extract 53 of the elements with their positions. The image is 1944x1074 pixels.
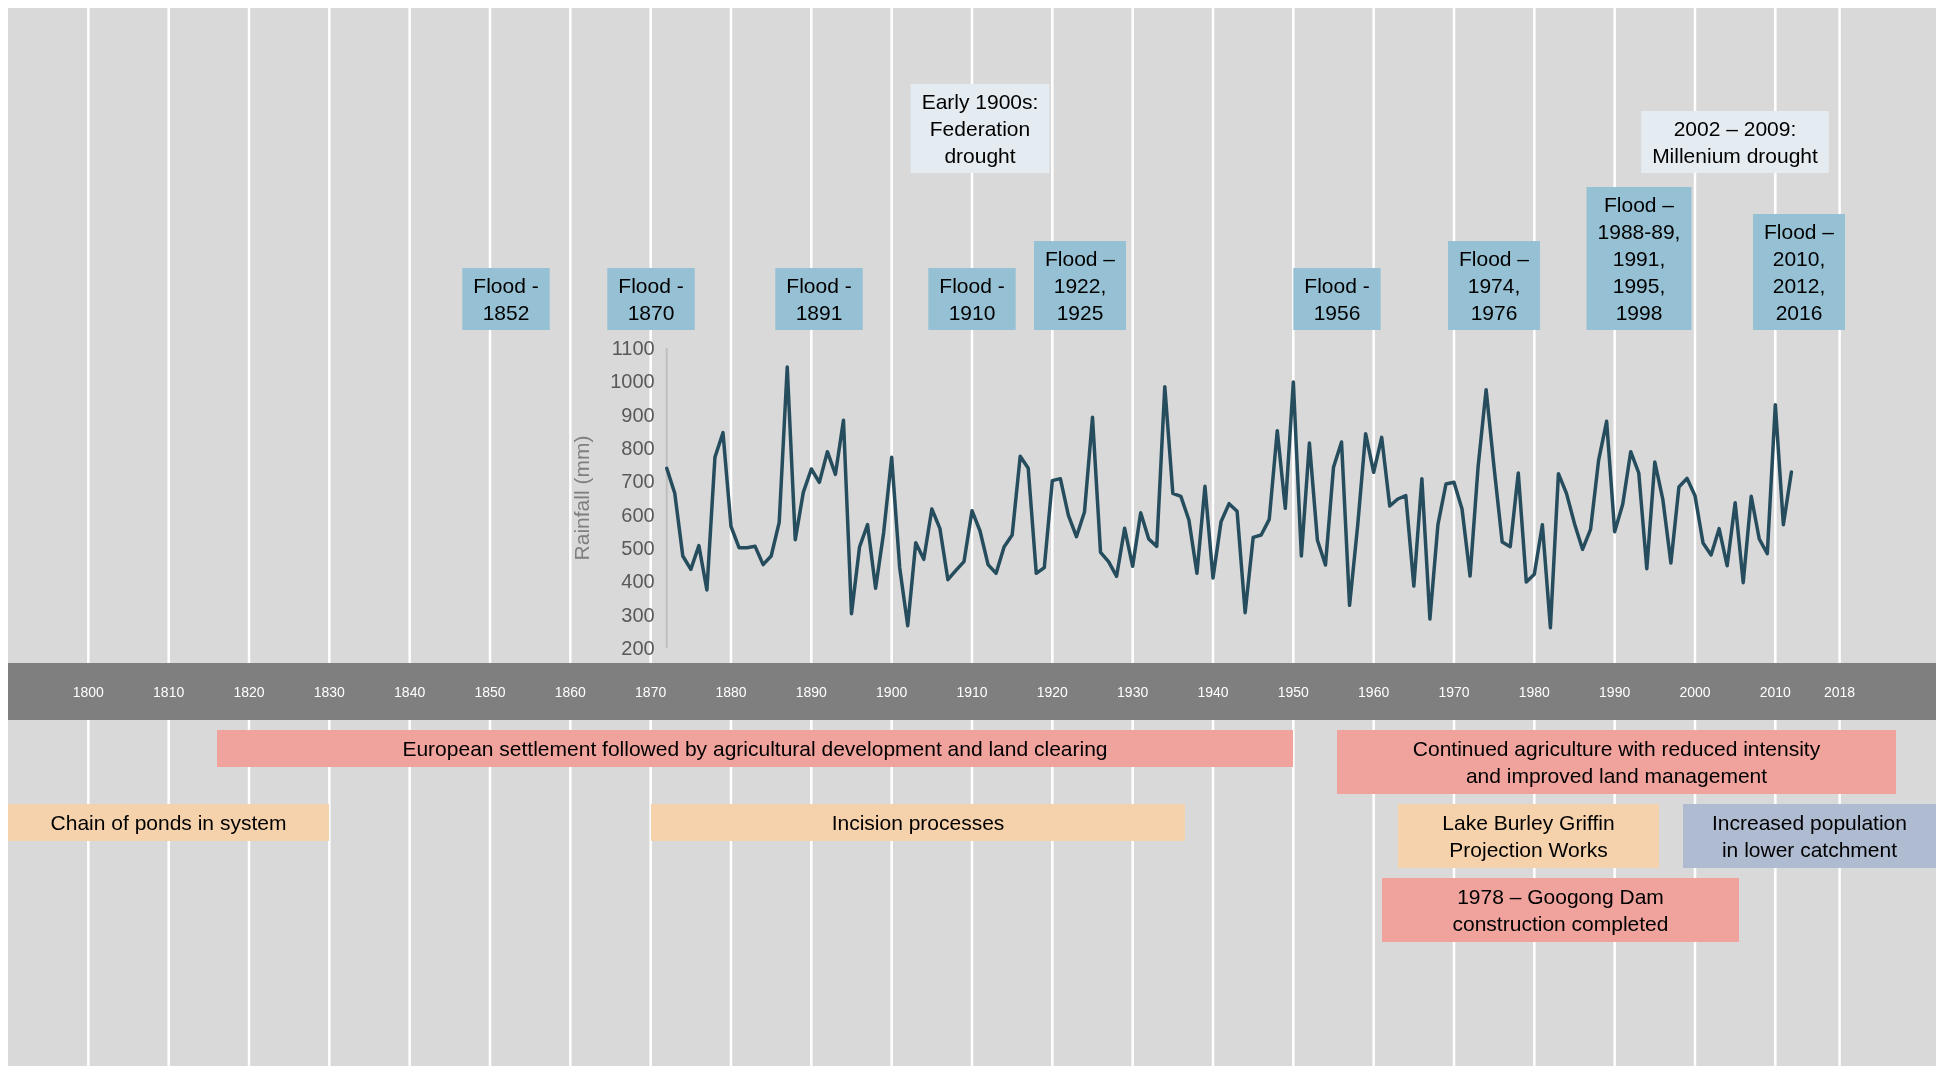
text: European settlement followed by agricultural development and land clearing (402, 736, 1108, 760)
x-tick-label: 2000 (1679, 683, 1711, 700)
x-tick-label: 1860 (554, 683, 587, 700)
x-tick-label: 1980 (1518, 683, 1551, 700)
text: Early 1900s: Federation drought (921, 89, 1039, 167)
text: Flood – 1974, 1976 (1458, 246, 1530, 324)
y-axis-title: Rainfall (mm) (569, 435, 593, 561)
x-tick-label: 1800 (72, 683, 105, 700)
text: Flood - 1891 (786, 273, 852, 324)
text: Flood - 1852 (473, 273, 539, 324)
x-tick-label: 1870 (635, 683, 667, 700)
y-tick-label: 1000 (610, 370, 655, 393)
text: Increased population in lower catchment (1712, 810, 1907, 861)
text: Flood - 1956 (1304, 273, 1370, 324)
text: Incision processes (831, 810, 1005, 834)
text: Chain of ponds in system (50, 810, 287, 834)
text: Continued agriculture with reduced intensity and improved land management (1412, 736, 1821, 787)
y-tick-label: 700 (621, 470, 655, 493)
text: Flood - 1910 (939, 273, 1005, 324)
x-tick-label: 1890 (795, 683, 828, 700)
y-tick-label: 400 (621, 570, 655, 593)
x-tick-label: 1910 (956, 683, 988, 700)
x-tick-label: 1960 (1358, 683, 1390, 700)
text: Flood – 1922, 1925 (1044, 246, 1116, 324)
x-tick-label: 2010 (1759, 683, 1792, 700)
x-tick-label: 1880 (715, 683, 747, 700)
text: 2002 – 2009: Millenium drought (1652, 116, 1819, 167)
x-tick-label: 1920 (1036, 683, 1069, 700)
x-tick-label: 1970 (1438, 683, 1470, 700)
x-tick-label: 1900 (876, 683, 908, 700)
x-tick-label: 1810 (153, 683, 185, 700)
y-tick-label: 600 (621, 503, 655, 526)
y-tick-label: 300 (621, 603, 655, 626)
y-tick-label: 900 (621, 403, 655, 426)
x-tick-label: 2018 (1824, 683, 1856, 700)
y-tick-label: 800 (621, 437, 655, 459)
text: Flood - 1870 (618, 273, 684, 324)
text: 1978 – Googong Dam construction completed (1452, 884, 1669, 935)
y-tick-label: 200 (621, 637, 655, 659)
line-series (664, 365, 1794, 630)
x-tick-label: 1830 (313, 683, 346, 700)
text: Flood – 2010, 2012, 2016 (1763, 219, 1835, 324)
x-tick-label: 1840 (394, 683, 426, 700)
text: Lake Burley Griffin Projection Works (1442, 810, 1615, 861)
y-tick-label: 500 (621, 537, 655, 559)
x-tick-label: 1820 (233, 683, 265, 700)
x-tick-label: 1850 (474, 683, 506, 700)
x-tick-label: 1930 (1117, 683, 1149, 700)
x-tick-label: 1940 (1197, 683, 1229, 700)
x-tick-label: 1950 (1277, 683, 1310, 700)
y-tick-label: 1100 (611, 337, 655, 359)
text: Flood – 1988-89, 1991, 1995, 1998 (1597, 192, 1681, 324)
x-tick-label: 1990 (1599, 683, 1631, 700)
